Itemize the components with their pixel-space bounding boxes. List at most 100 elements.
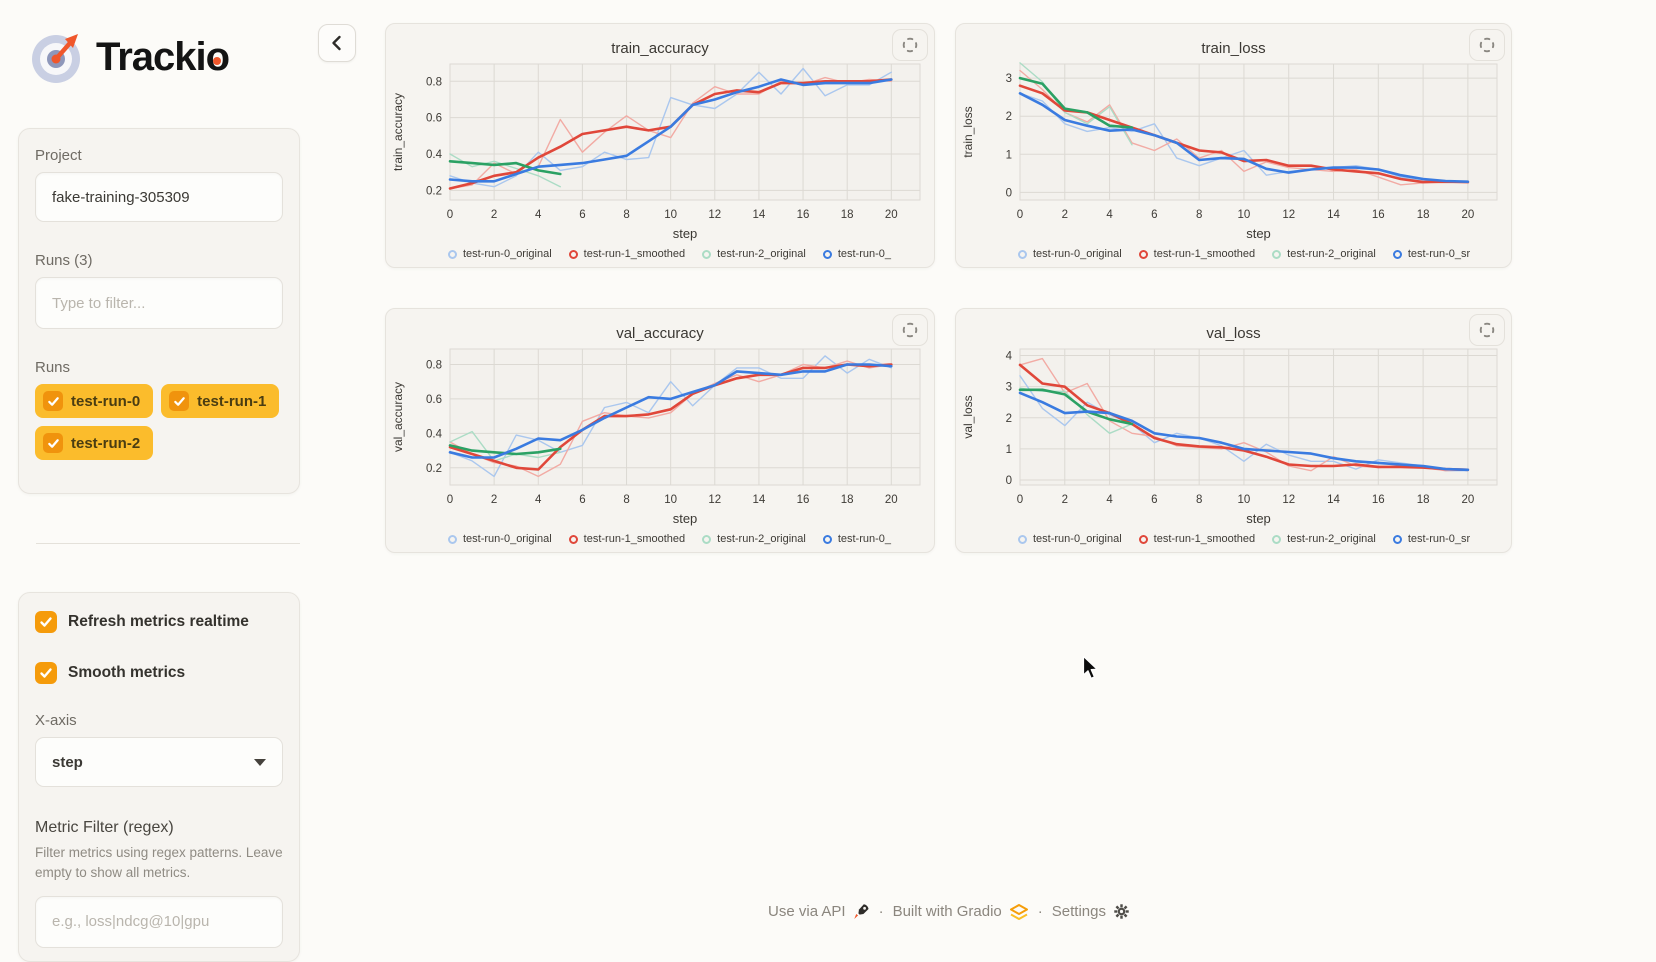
legend-item-test-run-0_original[interactable]: test-run-0_original xyxy=(1018,248,1122,260)
legend-item-test-run-2_original[interactable]: test-run-2_original xyxy=(1272,533,1376,545)
svg-text:16: 16 xyxy=(797,209,810,221)
chart-card-val_loss: val_loss 0 2 4 6 8 10 12 14 16 18 20 0 1 2 3 4 step val_lo… xyxy=(955,308,1512,553)
chart-legend: test-run-0_original test-run-1_smoothed te… xyxy=(448,533,930,545)
fullscreen-button[interactable] xyxy=(892,314,928,346)
project-input[interactable] xyxy=(35,172,283,222)
svg-text:6: 6 xyxy=(1151,209,1157,221)
legend-item-test-run-1_smoothed[interactable]: test-run-1_smoothed xyxy=(1138,248,1256,260)
legend-marker-icon xyxy=(1272,249,1282,259)
svg-text:12: 12 xyxy=(708,494,721,506)
legend-label: test-run-2_original xyxy=(1287,248,1376,260)
legend-item-test-run-0_[interactable]: test-run-0_ xyxy=(822,533,891,545)
fullscreen-button[interactable] xyxy=(1469,29,1505,61)
caret-down-icon xyxy=(254,758,266,766)
svg-text:3: 3 xyxy=(1006,382,1012,394)
run-chip-test-run-0[interactable]: test-run-0 xyxy=(35,384,154,418)
svg-text:14: 14 xyxy=(753,209,766,221)
run-chip-test-run-1[interactable]: test-run-1 xyxy=(161,384,280,418)
refresh-realtime-checkbox[interactable]: Refresh metrics realtime xyxy=(35,611,283,633)
legend-item-test-run-1_smoothed[interactable]: test-run-1_smoothed xyxy=(568,533,686,545)
svg-text:8: 8 xyxy=(623,494,629,506)
legend-label: test-run-2_original xyxy=(717,533,806,545)
legend-label: test-run-1_smoothed xyxy=(583,248,686,260)
chart-legend: test-run-0_original test-run-1_smoothed te… xyxy=(1018,533,1507,545)
settings-label: Settings xyxy=(1051,903,1106,920)
xaxis-dropdown-value: step xyxy=(52,753,83,771)
svg-text:12: 12 xyxy=(708,209,721,221)
legend-item-test-run-1_smoothed[interactable]: test-run-1_smoothed xyxy=(568,248,686,260)
sidebar-collapse-button[interactable] xyxy=(318,24,356,62)
legend-item-test-run-0_[interactable]: test-run-0_ xyxy=(822,248,891,260)
chart-plot-train_accuracy: 0 2 4 6 8 10 12 14 16 18 20 0.2 0.4 0.6 0.8 step train_a… xyxy=(391,63,921,241)
run-chips: test-run-0 test-run-1 test-run-2 xyxy=(35,384,283,460)
legend-item-test-run-2_original[interactable]: test-run-2_original xyxy=(1272,248,1376,260)
svg-text:0: 0 xyxy=(1017,494,1023,506)
checkbox-checked-icon xyxy=(35,611,57,633)
runs-filter-input[interactable] xyxy=(35,277,283,329)
svg-text:1: 1 xyxy=(1006,444,1012,456)
legend-item-test-run-0_sr[interactable]: test-run-0_sr xyxy=(1392,248,1470,260)
svg-text:1: 1 xyxy=(1006,149,1012,161)
legend-label: test-run-2_original xyxy=(1287,533,1376,545)
svg-text:0.4: 0.4 xyxy=(426,149,443,161)
smooth-metrics-checkbox[interactable]: Smooth metrics xyxy=(35,662,283,684)
run-chip-label: test-run-1 xyxy=(197,392,267,410)
svg-text:18: 18 xyxy=(1417,209,1430,221)
fullscreen-icon xyxy=(1479,322,1495,338)
legend-marker-icon xyxy=(1018,249,1027,259)
svg-text:0: 0 xyxy=(447,494,453,506)
metric-filter-label: Metric Filter (regex) xyxy=(35,819,174,836)
built-with-gradio-label: Built with Gradio xyxy=(892,903,1002,920)
series-test-run-0_smoothed xyxy=(1018,391,1470,472)
svg-text:0.2: 0.2 xyxy=(426,185,442,197)
fullscreen-button[interactable] xyxy=(1469,314,1505,346)
series-test-run-0_smoothed xyxy=(448,78,893,183)
legend-item-test-run-2_original[interactable]: test-run-2_original xyxy=(702,533,806,545)
checkbox-checked-icon xyxy=(169,391,190,411)
svg-text:10: 10 xyxy=(1238,494,1251,506)
fullscreen-button[interactable] xyxy=(892,29,928,61)
legend-item-test-run-0_original[interactable]: test-run-0_original xyxy=(448,248,552,260)
footer: Use via API · Built with Gradio · Settin… xyxy=(385,903,1513,920)
settings-link[interactable]: Settings xyxy=(1052,903,1130,920)
run-chip-test-run-2[interactable]: test-run-2 xyxy=(35,426,154,460)
series-test-run-1_smoothed xyxy=(1018,363,1470,472)
built-with-gradio-link[interactable]: Built with Gradio xyxy=(893,903,1029,920)
legend-item-test-run-2_original[interactable]: test-run-2_original xyxy=(702,248,806,260)
svg-text:0: 0 xyxy=(1006,187,1012,199)
svg-text:0: 0 xyxy=(1006,475,1012,487)
legend-label: test-run-1_smoothed xyxy=(1153,248,1256,260)
series-test-run-1_smoothed xyxy=(1018,84,1470,184)
metric-filter-input[interactable] xyxy=(35,895,283,948)
svg-text:4: 4 xyxy=(1106,494,1113,506)
svg-text:step: step xyxy=(1246,226,1271,241)
svg-text:val_accuracy: val_accuracy xyxy=(391,382,405,452)
legend-marker-icon xyxy=(822,534,832,544)
legend-marker-icon xyxy=(1138,534,1148,544)
legend-item-test-run-0_original[interactable]: test-run-0_original xyxy=(448,533,552,545)
legend-item-test-run-0_sr[interactable]: test-run-0_sr xyxy=(1392,533,1470,545)
svg-text:20: 20 xyxy=(1461,494,1474,506)
svg-text:20: 20 xyxy=(885,209,898,221)
svg-text:0: 0 xyxy=(1017,209,1023,221)
runs-filter-label: Runs (3) xyxy=(35,252,93,269)
display-options-panel: Refresh metrics realtime Smooth metrics … xyxy=(18,592,300,962)
svg-text:4: 4 xyxy=(1106,209,1113,221)
svg-text:8: 8 xyxy=(1196,494,1202,506)
svg-text:0.8: 0.8 xyxy=(426,359,442,371)
legend-item-test-run-0_original[interactable]: test-run-0_original xyxy=(1018,533,1122,545)
legend-item-test-run-1_smoothed[interactable]: test-run-1_smoothed xyxy=(1138,533,1255,545)
svg-text:2: 2 xyxy=(491,494,497,506)
gradio-logo-icon xyxy=(1009,903,1028,920)
series-test-run-2_smoothed xyxy=(1018,388,1134,426)
project-label: Project xyxy=(35,147,82,164)
metric-filter-description: Filter metrics using regex patterns. Lea… xyxy=(35,845,283,881)
chart-title: train_loss xyxy=(1201,40,1266,57)
smooth-metrics-label: Smooth metrics xyxy=(68,664,186,681)
legend-label: test-run-1_smoothed xyxy=(583,533,686,545)
xaxis-dropdown[interactable]: step xyxy=(35,737,283,787)
use-via-api-link[interactable]: Use via API xyxy=(768,903,870,920)
fullscreen-icon xyxy=(902,322,918,338)
use-via-api-label: Use via API xyxy=(768,903,846,920)
